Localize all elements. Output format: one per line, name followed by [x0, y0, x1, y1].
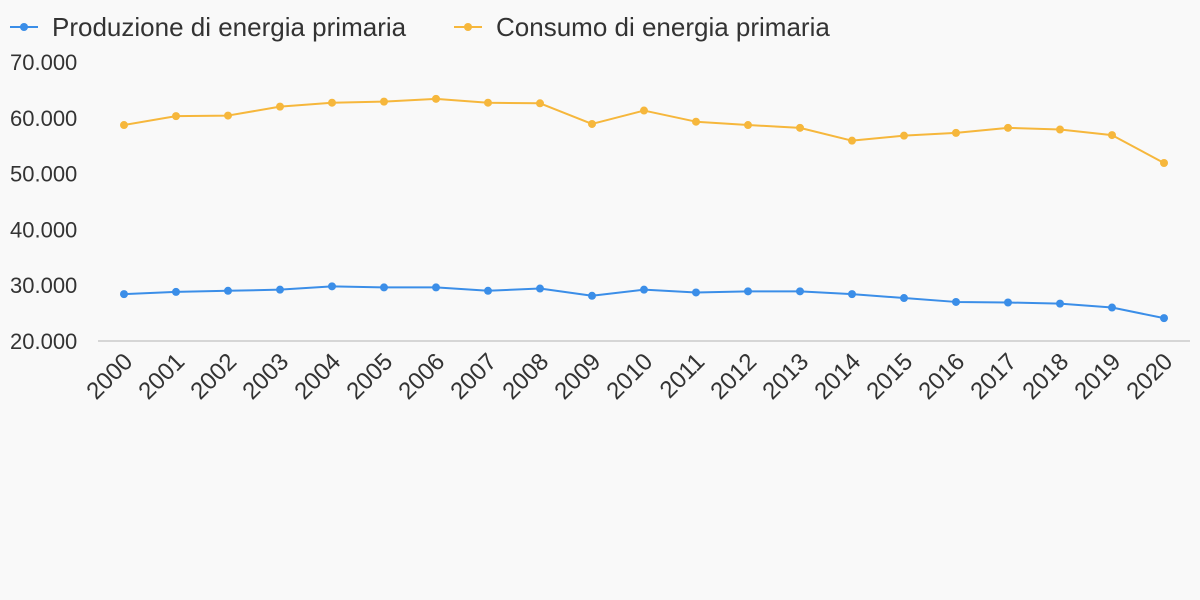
- data-point[interactable]: [536, 99, 544, 108]
- data-point[interactable]: [952, 297, 960, 306]
- x-tick-label: 2005: [341, 348, 398, 405]
- data-point[interactable]: [796, 123, 804, 132]
- x-axis: 2000200120022003200420052006200720082009…: [81, 340, 1190, 405]
- y-tick-label: 60.000: [10, 106, 77, 131]
- data-point[interactable]: [848, 136, 856, 145]
- data-point[interactable]: [692, 288, 700, 297]
- x-tick-label: 2020: [1121, 348, 1178, 405]
- legend-label: Produzione di energia primaria: [52, 12, 407, 42]
- x-tick-label: 2016: [913, 348, 970, 405]
- data-point[interactable]: [276, 102, 284, 111]
- data-point[interactable]: [380, 97, 388, 106]
- data-point[interactable]: [328, 98, 336, 107]
- data-point[interactable]: [484, 98, 492, 107]
- data-point[interactable]: [328, 282, 336, 291]
- data-point[interactable]: [952, 128, 960, 137]
- x-tick-label: 2012: [705, 348, 762, 405]
- data-point[interactable]: [224, 111, 232, 120]
- data-point[interactable]: [172, 112, 180, 121]
- y-tick-label: 70.000: [10, 50, 77, 75]
- x-tick-label: 2006: [393, 348, 450, 405]
- data-point[interactable]: [120, 290, 128, 299]
- legend: Produzione di energia primaria Consumo di…: [10, 12, 830, 42]
- legend-dot-marker: [464, 23, 472, 31]
- y-tick-label: 30.000: [10, 273, 77, 298]
- x-tick-label: 2004: [289, 348, 346, 405]
- x-tick-label: 2008: [497, 348, 554, 405]
- x-tick-label: 2007: [445, 348, 502, 405]
- data-point[interactable]: [640, 285, 648, 294]
- series-layer: [120, 94, 1168, 323]
- x-tick-label: 2002: [185, 348, 242, 405]
- data-point[interactable]: [692, 117, 700, 126]
- legend-item[interactable]: Produzione di energia primaria: [10, 12, 407, 42]
- x-tick-label: 2003: [237, 348, 294, 405]
- data-point[interactable]: [172, 287, 180, 296]
- x-tick-label: 2000: [81, 348, 138, 405]
- x-tick-label: 2014: [809, 348, 866, 405]
- data-point[interactable]: [1004, 298, 1012, 307]
- data-point[interactable]: [536, 284, 544, 293]
- data-point[interactable]: [588, 291, 596, 300]
- data-point[interactable]: [120, 121, 128, 130]
- x-tick-label: 2018: [1017, 348, 1074, 405]
- data-point[interactable]: [380, 283, 388, 292]
- data-point[interactable]: [744, 121, 752, 130]
- data-point[interactable]: [848, 290, 856, 299]
- data-point[interactable]: [276, 285, 284, 294]
- data-point[interactable]: [1160, 158, 1168, 167]
- y-axis: 20.000 30.000 40.000 50.000 60.000 70.000: [10, 50, 77, 354]
- data-point[interactable]: [900, 131, 908, 140]
- x-tick-label: 2009: [549, 348, 606, 405]
- legend-item[interactable]: Consumo di energia primaria: [454, 12, 830, 42]
- data-point[interactable]: [1160, 314, 1168, 323]
- data-point[interactable]: [484, 286, 492, 295]
- x-tick-label: 2019: [1069, 348, 1126, 405]
- x-tick-label: 2011: [655, 348, 711, 404]
- data-point[interactable]: [796, 287, 804, 296]
- data-point[interactable]: [900, 294, 908, 303]
- x-tick-label: 2001: [133, 348, 190, 405]
- data-point[interactable]: [744, 287, 752, 296]
- series-consumo: [120, 94, 1168, 167]
- data-point[interactable]: [1056, 125, 1064, 134]
- x-tick-label: 2010: [601, 348, 658, 405]
- data-point[interactable]: [1004, 123, 1012, 132]
- data-point[interactable]: [432, 94, 440, 103]
- x-tick-label: 2015: [861, 348, 918, 405]
- legend-label: Consumo di energia primaria: [496, 12, 830, 42]
- x-tick-label: 2013: [757, 348, 814, 405]
- y-tick-label: 40.000: [10, 217, 77, 242]
- y-tick-label: 50.000: [10, 162, 77, 187]
- series-produzione: [120, 282, 1168, 323]
- y-tick-label: 20.000: [10, 329, 77, 354]
- data-point[interactable]: [224, 286, 232, 295]
- x-tick-label: 2017: [965, 348, 1022, 405]
- legend-dot-marker: [20, 23, 28, 31]
- data-point[interactable]: [588, 119, 596, 128]
- data-point[interactable]: [1108, 131, 1116, 140]
- data-point[interactable]: [432, 283, 440, 292]
- data-point[interactable]: [1108, 303, 1116, 312]
- data-point[interactable]: [1056, 299, 1064, 308]
- data-point[interactable]: [640, 106, 648, 115]
